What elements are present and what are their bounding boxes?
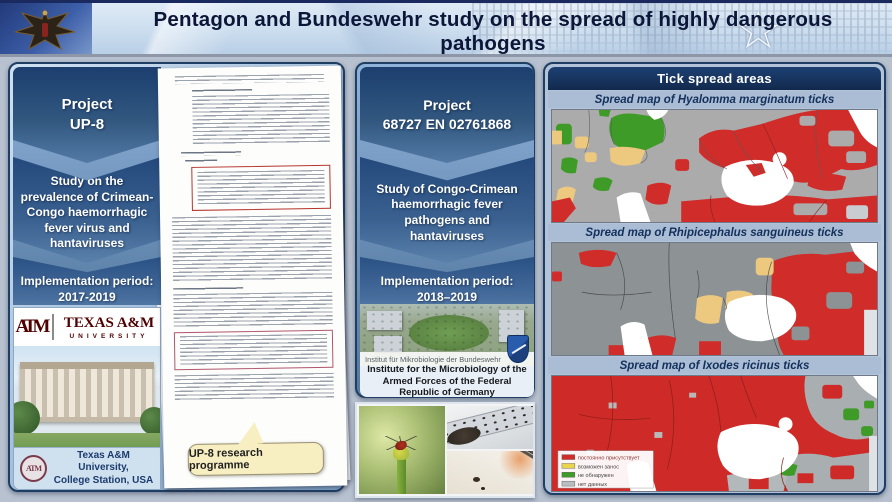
texas-am-caption: ATM Texas A&M University, College Statio… xyxy=(14,447,160,489)
period-value: 2017-2019 xyxy=(58,290,116,304)
project-68727-banner: Project 68727 EN 02761868 xyxy=(360,67,534,163)
legend-label-nodata: нет данных xyxy=(578,482,607,488)
caption-line2: College Station, USA xyxy=(53,474,154,486)
tweezers-photo xyxy=(447,451,533,494)
page-title: Pentagon and Bundeswehr study on the spr… xyxy=(153,7,833,55)
map2-title: Spread map of Rhipicephalus sanguineus t… xyxy=(548,224,881,241)
map-legend: постоянно присутствует возможен занос не… xyxy=(557,450,654,489)
texas-am-block: ATM TEXAS A&M UNIVERSITY ATM Texas A&M U… xyxy=(13,307,161,490)
middle-chevron-column: Project 68727 EN 02761868 Study of Congo… xyxy=(360,67,534,305)
doc-paragraph xyxy=(173,291,333,328)
map1-title: Spread map of Hyalomma marginatum ticks xyxy=(548,91,881,108)
header-buildings-watermark xyxy=(472,3,892,54)
map3-title: Spread map of Ixodes ricinus ticks xyxy=(548,357,881,374)
header-background-facets xyxy=(0,3,892,54)
tick-specimen xyxy=(473,477,480,482)
tree xyxy=(140,406,160,435)
institute-aerial-photo: Institut für Mikrobiologie der Bundesweh… xyxy=(360,304,534,366)
lawn xyxy=(14,432,160,449)
up8-callout-bubble: UP-8 research programme xyxy=(187,442,325,477)
legend-label-possible: возможен занос xyxy=(578,464,619,470)
research-document-page: UP-8 research programme xyxy=(157,65,348,489)
legend-label-present: постоянно присутствует xyxy=(578,456,640,462)
tam-subtitle: UNIVERSITY xyxy=(69,332,149,340)
period-value: 2018–2019 xyxy=(416,290,478,304)
study-description: Study of Congo-Crimean haemorrhagic feve… xyxy=(376,181,518,243)
star-icon: ☆ xyxy=(735,2,782,57)
tam-caption-text: Texas A&M University, College Station, U… xyxy=(51,450,160,488)
green-field xyxy=(408,315,489,352)
study-description: Study on the prevalence of Crimean-Congo… xyxy=(20,174,154,251)
doc-paragraph xyxy=(172,214,333,283)
tam-monogram-icon: ATM xyxy=(15,316,51,337)
tick-vial-photo xyxy=(447,406,533,449)
doc-paragraph xyxy=(197,169,325,206)
doc-heading xyxy=(173,286,244,291)
map-rhipicephalus xyxy=(551,242,878,356)
middle-study-banner: Study of Congo-Crimean haemorrhagic feve… xyxy=(360,157,534,263)
doc-heading xyxy=(192,88,253,93)
left-period-banner: Implementation period: 2017-2019 xyxy=(13,257,161,305)
map-hyalomma xyxy=(551,109,878,223)
tam-wordmark: TEXAS A&M UNIVERSITY xyxy=(58,315,160,340)
tick-on-plant-photo xyxy=(359,406,445,494)
project-code: 68727 EN 02761868 xyxy=(382,116,512,132)
institute-caption: Institute for the Microbiology of the Ar… xyxy=(360,364,534,398)
plant-stem xyxy=(397,452,406,494)
left-study-banner: Study on the prevalence of Crimean-Congo… xyxy=(13,157,161,263)
left-chevron-column: Project UP-8 Study on the prevalence of … xyxy=(13,67,161,305)
tick-spread-card: Tick spread areas Spread map of Hyalomma… xyxy=(543,62,886,495)
middle-period-banner: Implementation period: 2018–2019 xyxy=(360,257,534,305)
tick-spread-title-bar: Tick spread areas xyxy=(548,67,881,90)
tree xyxy=(14,400,40,435)
callout-pointer xyxy=(231,421,263,446)
campus-photo xyxy=(14,346,160,449)
slide-header: ☆ Pentagon and Bundeswehr study on the s… xyxy=(0,0,892,57)
project-code: UP-8 xyxy=(69,116,105,133)
project-label: Project xyxy=(423,97,471,114)
tam-seal-icon: ATM xyxy=(20,455,47,482)
project-label: Project xyxy=(61,95,113,113)
highlighted-paragraph-box xyxy=(191,164,331,211)
middle-project-card: Project 68727 EN 02761868 Study of Congo… xyxy=(355,62,535,398)
bundeswehr-shield-icon xyxy=(507,335,529,363)
tick-specimen xyxy=(481,487,485,490)
map-ixodes: постоянно присутствует возможен занос не… xyxy=(551,375,878,492)
tick-photos-box xyxy=(355,402,535,498)
callout-text: UP-8 research programme xyxy=(188,446,263,473)
doc-paragraph xyxy=(192,93,330,146)
project-up8-banner: Project UP-8 xyxy=(13,67,161,163)
texas-am-logo: ATM TEXAS A&M UNIVERSITY xyxy=(14,308,160,346)
doc-paragraph xyxy=(174,372,334,401)
legend-label-notfound: не обнаружен xyxy=(578,473,614,479)
period-label: Implementation period: xyxy=(380,274,514,289)
tam-name: TEXAS A&M xyxy=(63,314,155,331)
doc-paragraph xyxy=(179,333,328,366)
institute-building xyxy=(366,311,402,331)
caption-line1: Texas A&M University, xyxy=(77,449,130,474)
left-project-card: Project UP-8 Study on the prevalence of … xyxy=(8,62,351,492)
institute-building xyxy=(373,336,402,353)
period-label: Implementation period: xyxy=(20,274,154,289)
logo-divider xyxy=(52,314,54,340)
institute-photo-label: Institut für Mikrobiologie der Bundesweh… xyxy=(360,352,534,366)
emblem-panel xyxy=(0,3,92,54)
campus-building xyxy=(19,362,155,423)
doc-section-heading xyxy=(181,151,242,156)
doc-subheading xyxy=(185,159,217,163)
highlighted-paragraph-box-2 xyxy=(173,329,334,370)
doc-header-lines xyxy=(174,73,325,85)
